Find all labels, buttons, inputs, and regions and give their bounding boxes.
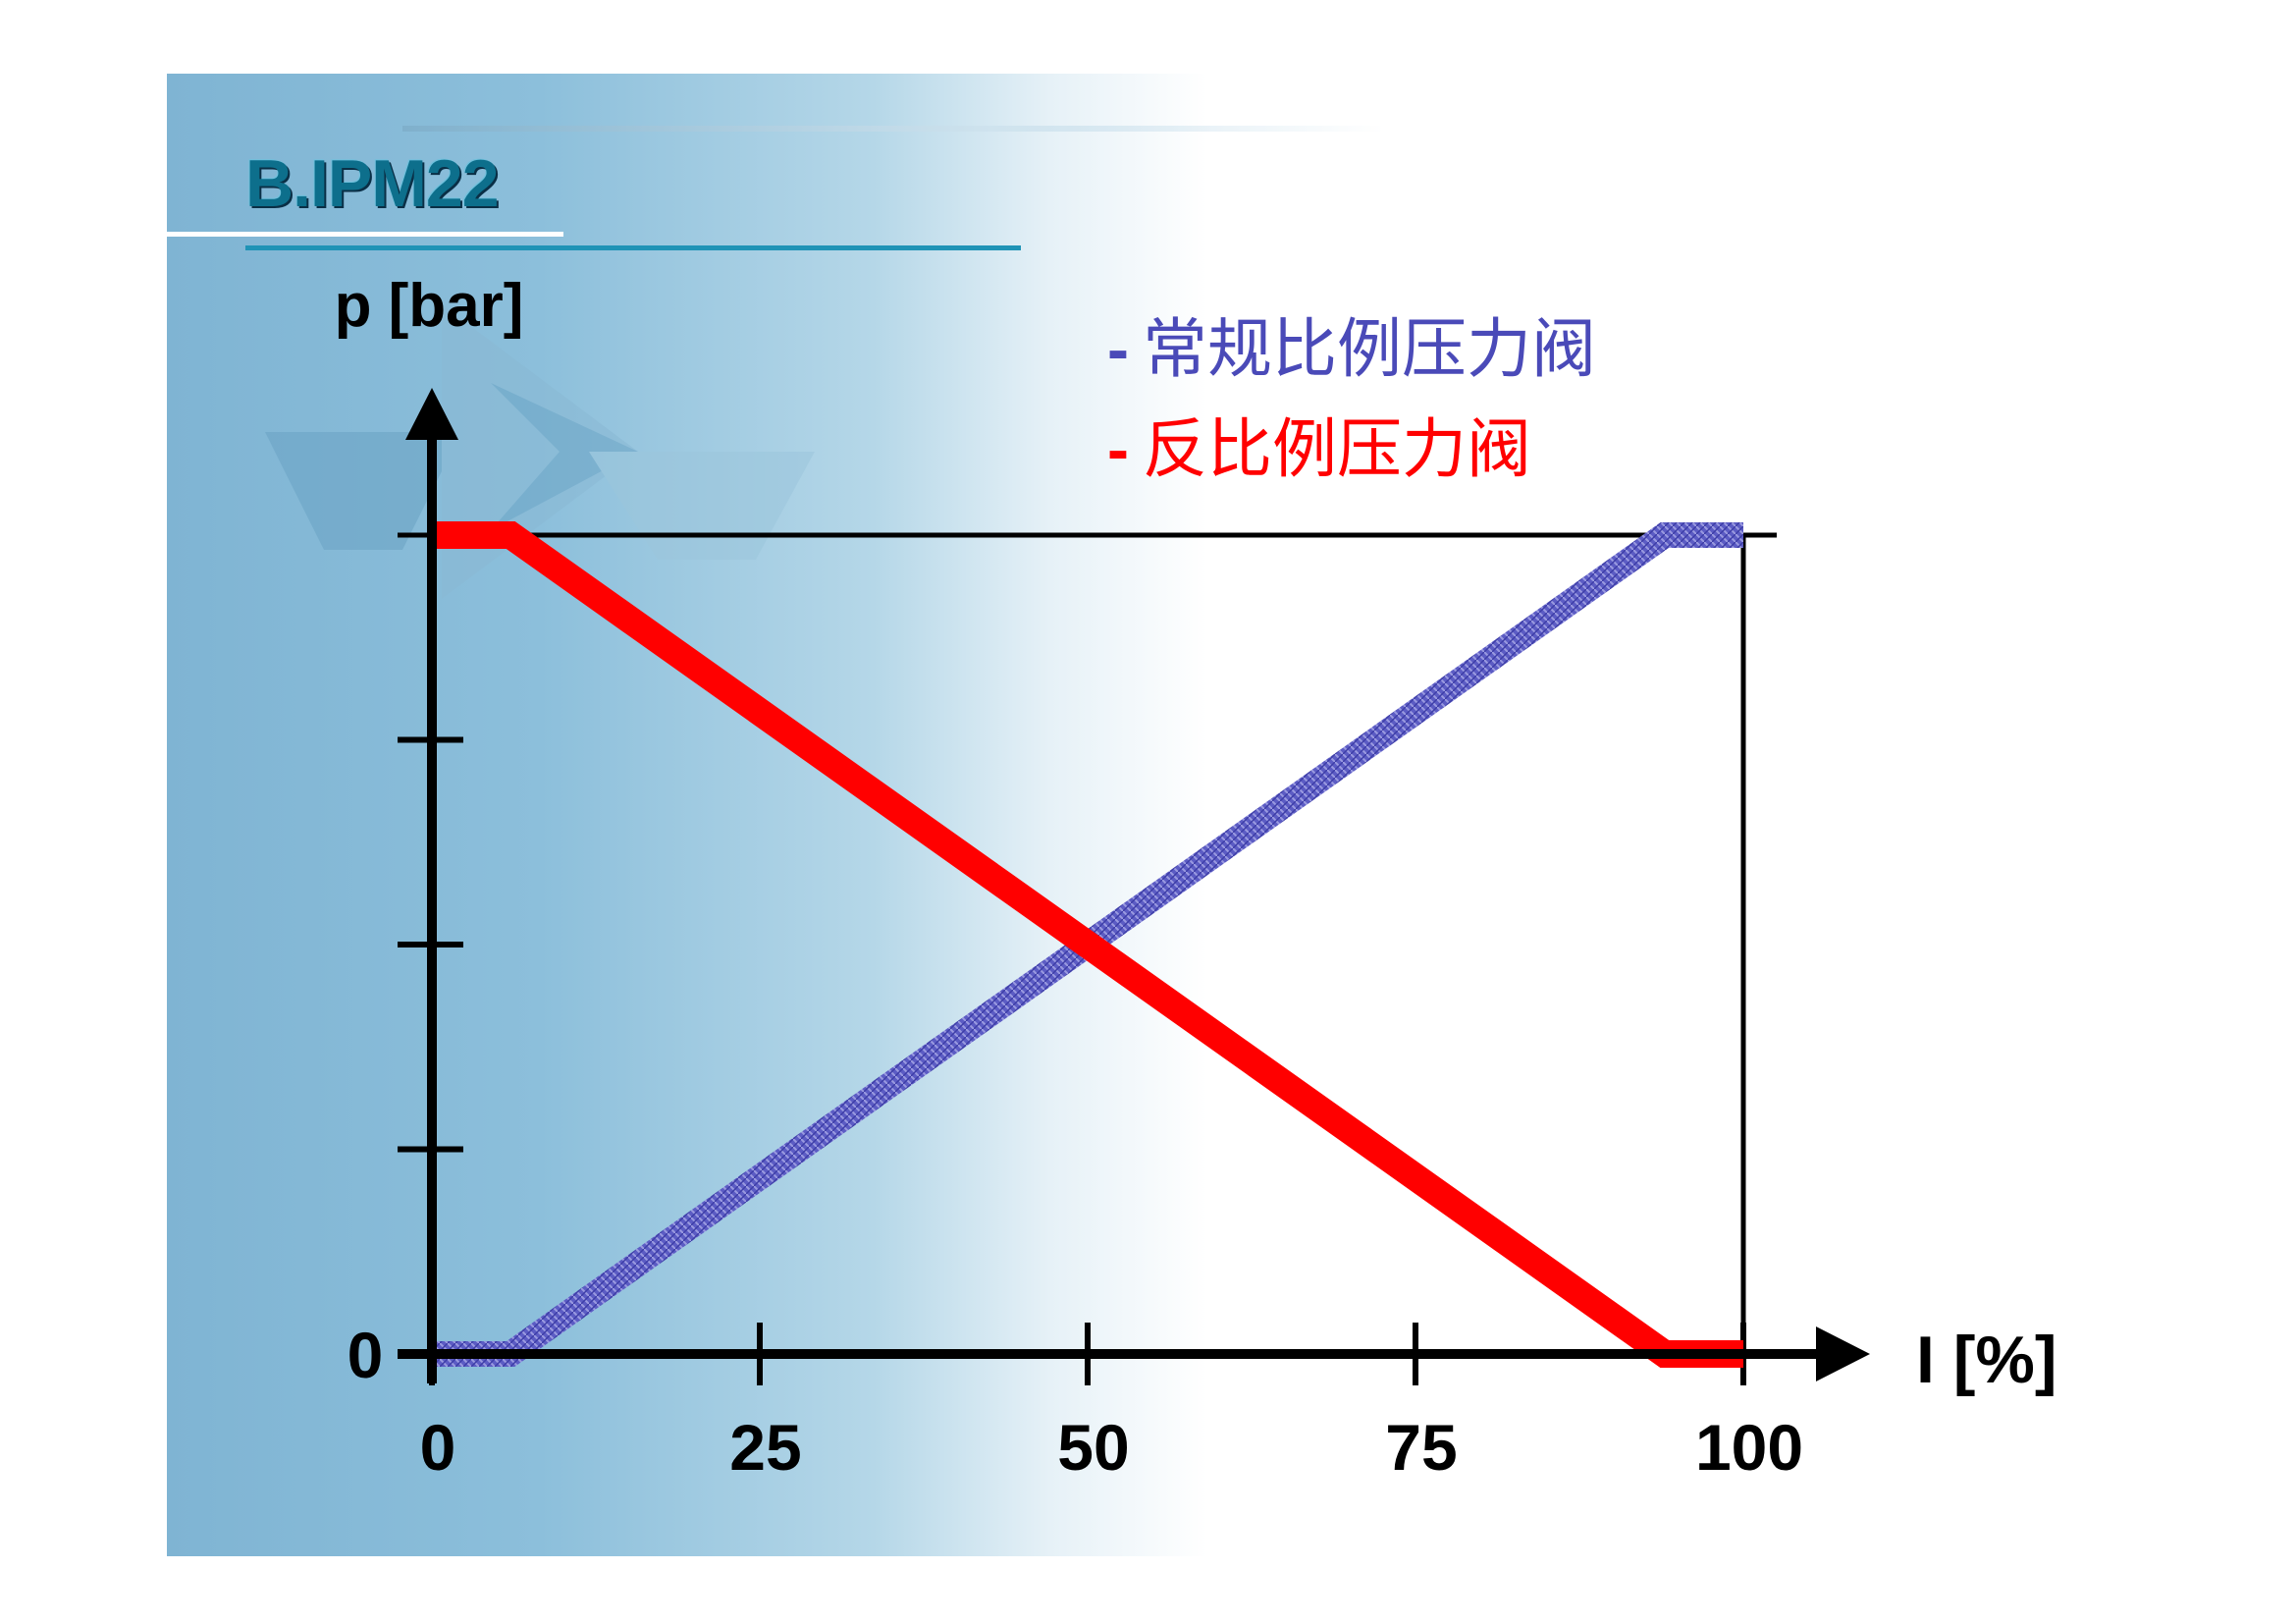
series-layer: [432, 521, 1743, 1368]
x-axis-arrow-icon: [1816, 1326, 1870, 1381]
y-axis-label: p [bar]: [335, 272, 524, 340]
legend-label-normal: 常规比例压力阀: [1142, 311, 1596, 387]
y-tick-label-0: 0: [347, 1319, 384, 1391]
x-tick-label-2: 50: [1057, 1411, 1129, 1484]
legend-item-inverse: - 反比例压力阀: [1107, 397, 1531, 491]
legend-item-normal: - 常规比例压力阀: [1107, 297, 1596, 391]
title-underline-blue: [245, 245, 1021, 250]
axes-layer: [398, 388, 1870, 1383]
y-axis-arrow-icon: [405, 388, 458, 440]
title-underline-white: [167, 232, 563, 237]
legend-dash-inverse: -: [1107, 412, 1129, 485]
series-line-1: [432, 521, 1743, 1368]
title-decoration-line: [402, 126, 1384, 132]
x-tick-label-3: 75: [1385, 1411, 1457, 1484]
plot-frame: [398, 532, 1777, 1354]
x-tick-label-0: 0: [420, 1411, 456, 1484]
slide-background: [167, 74, 2012, 1556]
legend-label-inverse: 反比例压力阀: [1142, 411, 1531, 487]
x-tick-label-4: 100: [1695, 1411, 1803, 1484]
x-tick-label-1: 25: [729, 1411, 801, 1484]
x-ticks: 0 25 50 75 100: [420, 1323, 1803, 1484]
x-axis-label: I [%]: [1916, 1323, 2057, 1397]
legend-dash-normal: -: [1107, 312, 1129, 385]
page-title: B.IPM22: [245, 146, 500, 221]
